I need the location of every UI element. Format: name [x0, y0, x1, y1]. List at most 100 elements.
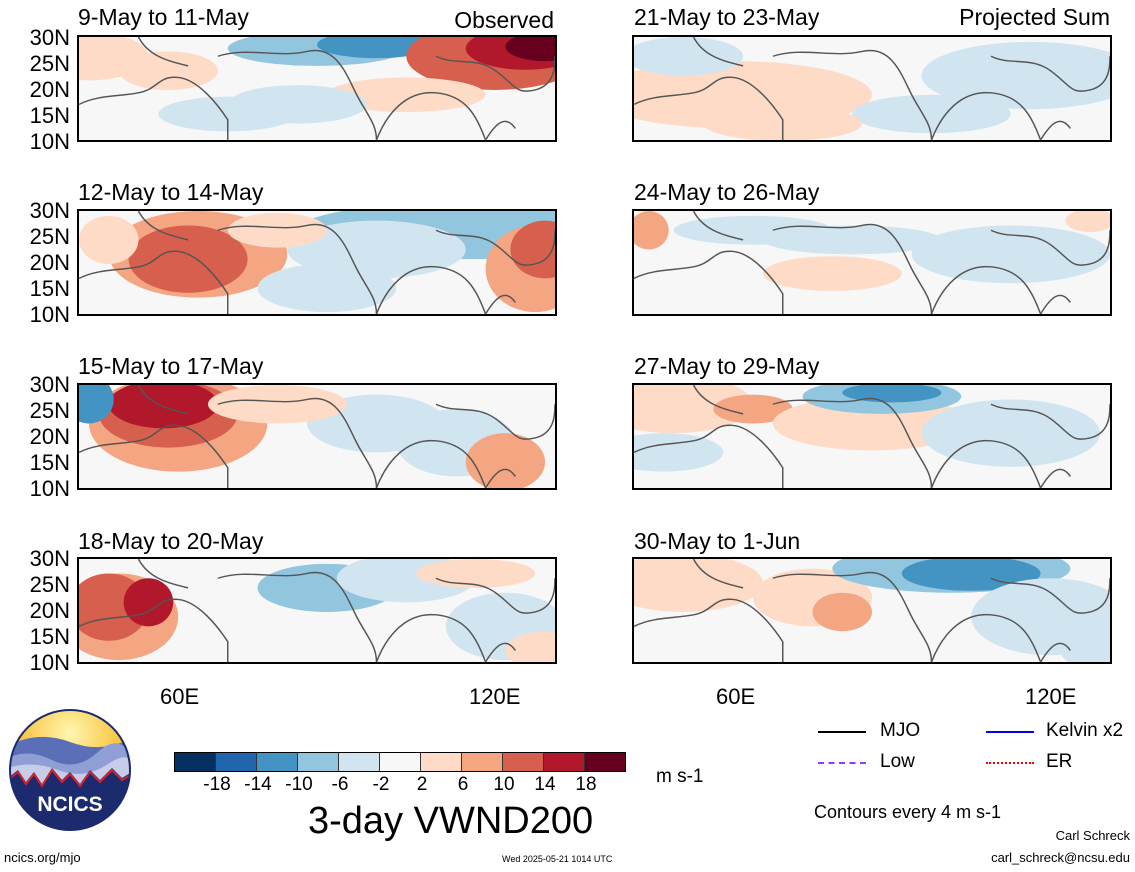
legend-line-kelvin [986, 731, 1034, 733]
anomaly-shading [634, 385, 753, 434]
observed-label: Observed [454, 7, 554, 33]
anomaly-shading [416, 559, 536, 588]
map-field [634, 37, 1110, 140]
coastline [634, 76, 784, 140]
coastline [217, 571, 378, 662]
coastline [1039, 468, 1071, 488]
anomaly-shading [158, 96, 298, 132]
coastline [990, 55, 1110, 92]
contours-note: Contours every 4 m s-1 [814, 802, 1002, 822]
legend-label: Kelvin x2 [1046, 720, 1124, 741]
lon-label: 120E [469, 684, 521, 709]
coastline [484, 642, 516, 662]
coastline [484, 294, 516, 314]
colorbar-units: m s-1 [656, 766, 704, 787]
coastline [435, 55, 555, 92]
coastline [137, 559, 189, 589]
anomaly-shading [762, 225, 942, 255]
lat-label: 20N [29, 250, 70, 275]
coastline [435, 229, 555, 266]
anomaly-shading [911, 225, 1110, 284]
anomaly-shading [227, 212, 327, 248]
colorbar-label: -6 [331, 774, 349, 795]
ncics-logo: NCICS [8, 708, 132, 832]
map-field [79, 559, 555, 662]
map-panel-observed-3 [77, 383, 557, 490]
anomaly-shading [812, 592, 872, 632]
panel-title: 9-May to 11-May [78, 4, 249, 30]
colorbar-label: -2 [372, 774, 390, 795]
anomaly-shading [207, 385, 347, 424]
colorbar-swatch [257, 753, 298, 771]
map-panel-projected-2 [632, 209, 1112, 316]
anomaly-shading [505, 631, 555, 662]
anomaly-shading [1060, 631, 1110, 662]
map-field [634, 385, 1110, 488]
colorbar-swatch [585, 753, 625, 771]
map-field [79, 385, 555, 488]
coastline [375, 266, 487, 314]
coastline [692, 211, 744, 241]
coastline [990, 229, 1110, 266]
coastline [375, 614, 487, 662]
anomaly-shading [465, 433, 546, 488]
colorbar-label: 18 [575, 774, 597, 795]
coastline [692, 559, 744, 589]
colorbar-label: -18 [203, 774, 231, 795]
panel-title: 27-May to 29-May [634, 353, 820, 379]
panel-title: 30-May to 1-Jun [634, 528, 801, 554]
anomaly-shading [317, 37, 436, 59]
projected-label: Projected Sum [959, 4, 1110, 30]
coastline [692, 37, 744, 67]
coastline [1039, 294, 1071, 314]
lat-label: 30N [29, 25, 70, 50]
anomaly-shading [79, 385, 114, 424]
lat-label: 30N [29, 198, 70, 223]
colorbar-swatch [339, 753, 380, 771]
colorbar-label: 6 [457, 774, 469, 795]
coastline [1039, 120, 1071, 140]
lat-label: 25N [29, 398, 70, 423]
legend-label: MJO [880, 720, 921, 741]
lat-label: 20N [29, 77, 70, 102]
legend-line-low [818, 762, 866, 764]
colorbar-swatch [503, 753, 544, 771]
anomaly-shading [762, 256, 902, 291]
legend-label: Low [880, 751, 915, 772]
coastline [435, 403, 555, 440]
lat-label: 25N [29, 51, 70, 76]
anomaly-shading [713, 394, 793, 424]
colorbar-label: 2 [416, 774, 428, 795]
map-field [634, 559, 1110, 662]
footer-timestamp: Wed 2025-05-21 1014 UTC [502, 854, 613, 864]
legend-label: ER [1046, 751, 1073, 772]
lat-label: 10N [29, 129, 70, 154]
anomaly-shading [79, 215, 139, 264]
map-field [79, 211, 555, 314]
footer-url: ncics.org/mjo [4, 850, 81, 865]
lat-label: 25N [29, 572, 70, 597]
map-field [79, 37, 555, 140]
coastline [217, 49, 378, 140]
colorbar-swatch [421, 753, 462, 771]
panel-title: 12-May to 14-May [78, 179, 264, 205]
colorbar-swatch [175, 753, 216, 771]
legend-line-er [986, 762, 1034, 764]
coastline [930, 92, 1042, 140]
lat-label: 20N [29, 598, 70, 623]
coastline [930, 266, 1042, 314]
anomaly-shading [852, 94, 1011, 134]
coastline [634, 598, 784, 662]
colorbar-swatch [544, 753, 585, 771]
colorbar-label: 10 [493, 774, 515, 795]
map-panel-projected-3 [632, 383, 1112, 490]
coastline [772, 571, 933, 662]
coastline [79, 76, 229, 140]
footer-author: Carl Schreck [1055, 828, 1130, 843]
lon-label: 60E [716, 684, 756, 709]
lon-label: 120E [1025, 684, 1077, 709]
lat-label: 25N [29, 224, 70, 249]
map-panel-observed-2 [77, 209, 557, 316]
coastline [930, 440, 1042, 488]
lat-label: 20N [29, 424, 70, 449]
